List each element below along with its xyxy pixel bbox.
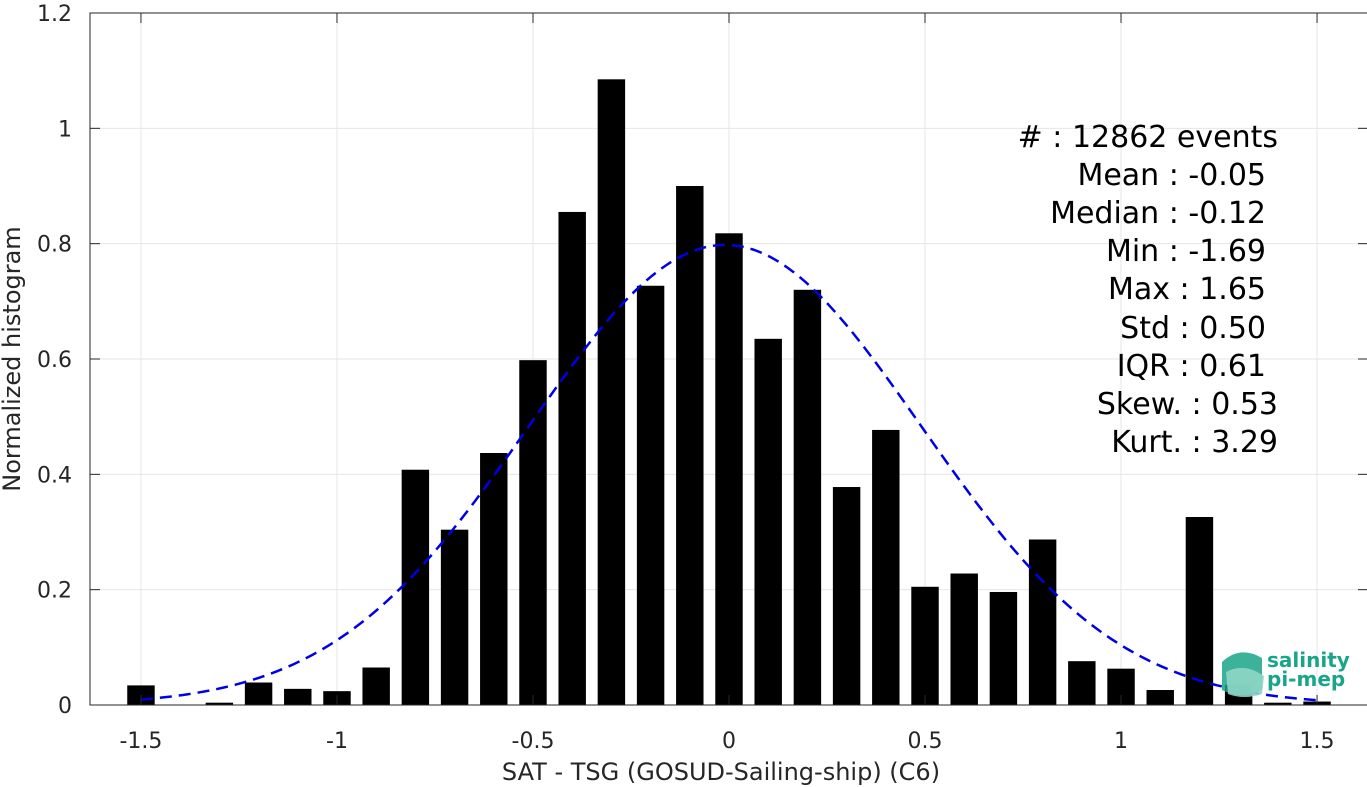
stat-skew: Skew. : 0.53	[1097, 387, 1278, 422]
logo-line1: salinity	[1267, 648, 1350, 672]
stat-kurt: Kurt. : 3.29	[1111, 425, 1278, 460]
ticks	[90, 12, 1367, 706]
histogram-bar	[519, 360, 547, 705]
x-tick-label: 1	[1114, 729, 1128, 754]
salinity-pi-mep-logo: salinity pi-mep	[1222, 648, 1350, 697]
histogram-bar	[401, 469, 430, 705]
stat-iqr: IQR : 0.61	[1117, 349, 1266, 384]
x-axis-label: SAT - TSG (GOSUD-Sailing-ship) (C6)	[502, 758, 940, 786]
x-tick-label: -0.5	[512, 729, 555, 754]
stat-median: Median : -0.12	[1050, 196, 1266, 231]
logo-wave-icon-light	[1226, 667, 1264, 697]
bars	[127, 79, 1331, 706]
logo-line2: pi-mep	[1267, 667, 1345, 691]
histogram-bar	[1028, 539, 1057, 705]
histogram-bar	[244, 682, 273, 705]
x-tick-label: -1	[326, 729, 348, 754]
histogram-bar	[1264, 702, 1292, 705]
x-tick-label: 0	[722, 729, 736, 754]
histogram-bar	[636, 285, 665, 705]
histogram-bar	[1185, 517, 1214, 705]
stat-min: Min : -1.69	[1106, 234, 1266, 269]
histogram-bar	[558, 211, 586, 705]
x-tick-label: 0.5	[908, 729, 943, 754]
stat-max: Max : 1.65	[1108, 272, 1266, 307]
histogram-bar	[872, 429, 900, 705]
y-tick-label: 0.4	[37, 463, 72, 488]
y-tick-labels: 0 0.2 0.4 0.6 0.8 1 1.2	[37, 2, 72, 719]
stat-events: # : 12862 events	[1018, 120, 1278, 155]
y-tick-label: 1.2	[37, 2, 72, 27]
stats-box: # : 12862 events Mean : -0.05 Median : -…	[1018, 120, 1278, 460]
histogram-bar	[715, 233, 743, 705]
histogram-bar	[950, 573, 978, 705]
y-tick-label: 0.6	[37, 348, 72, 373]
stat-std: Std : 0.50	[1120, 311, 1266, 346]
x-tick-label: 1.5	[1300, 729, 1335, 754]
histogram-bar	[362, 667, 390, 705]
histogram-bar	[911, 586, 939, 705]
y-axis-label: Normalized histogram	[0, 226, 26, 491]
histogram-bar	[832, 487, 861, 705]
histogram-bar	[284, 688, 312, 705]
y-tick-label: 0.2	[37, 579, 72, 604]
histogram-bar	[597, 79, 626, 706]
y-tick-label: 0.8	[37, 233, 72, 258]
histogram-bar	[440, 529, 469, 705]
histogram-bar	[1146, 690, 1174, 705]
histogram-bar	[205, 702, 234, 705]
histogram-bar	[793, 289, 822, 705]
stat-mean: Mean : -0.05	[1077, 158, 1266, 193]
histogram-bar	[754, 338, 782, 705]
y-tick-label: 0	[58, 694, 72, 719]
histogram-bar	[989, 591, 1018, 705]
histogram-bar	[480, 452, 508, 705]
histogram-bar	[1068, 661, 1096, 705]
x-tick-labels: -1.5 -1 -0.5 0 0.5 1 1.5	[119, 729, 1334, 754]
y-tick-label: 1	[58, 117, 72, 142]
histogram-bar	[676, 186, 704, 705]
x-tick-label: -1.5	[119, 729, 162, 754]
